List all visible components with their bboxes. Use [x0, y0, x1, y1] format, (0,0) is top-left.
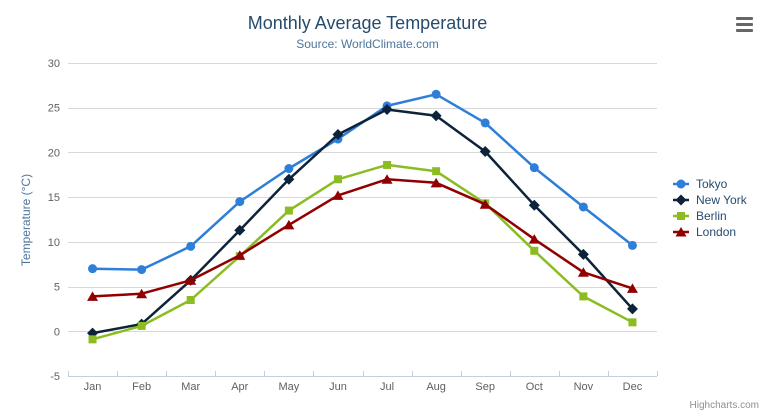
data-point[interactable]	[381, 104, 393, 116]
data-point[interactable]	[88, 264, 98, 274]
data-point[interactable]	[479, 146, 491, 158]
legend-item-london[interactable]: London	[673, 224, 747, 240]
legend-marker	[675, 194, 687, 206]
data-point[interactable]	[480, 118, 490, 128]
legend-item-tokyo[interactable]: Tokyo	[673, 176, 747, 192]
series-line[interactable]	[91, 93, 634, 271]
legend-marker	[677, 212, 685, 220]
y-axis-tick-label: 30	[48, 58, 60, 70]
data-point[interactable]	[577, 267, 589, 277]
legend-item-berlin[interactable]: Berlin	[673, 208, 747, 224]
data-point[interactable]	[626, 303, 638, 315]
hamburger-icon	[736, 28, 753, 32]
y-axis-tick-label: 15	[48, 192, 60, 204]
data-point[interactable]	[136, 288, 148, 299]
data-point[interactable]	[431, 89, 441, 99]
data-point[interactable]	[284, 164, 294, 174]
x-axis-tick-label: May	[278, 381, 299, 393]
data-point[interactable]	[333, 175, 342, 184]
data-point[interactable]	[578, 202, 588, 212]
data-point[interactable]	[186, 295, 195, 304]
series-line[interactable]	[91, 178, 634, 298]
data-point[interactable]	[383, 160, 392, 169]
legend-label: Berlin	[696, 209, 727, 223]
x-axis-tick-label: Jan	[84, 381, 102, 393]
data-point[interactable]	[528, 234, 540, 244]
data-point[interactable]	[186, 241, 196, 251]
x-axis-tick-label: Jul	[380, 381, 394, 393]
y-axis-tick-label: 25	[48, 103, 60, 115]
series-new-york[interactable]	[87, 104, 638, 339]
x-axis-tick-label: Aug	[426, 381, 446, 393]
data-point[interactable]	[185, 275, 197, 285]
y-axis-tick-label: 5	[54, 282, 60, 294]
data-point[interactable]	[579, 292, 588, 301]
y-axis-tick-label: 0	[54, 326, 60, 338]
chart-context-menu-button[interactable]	[734, 14, 756, 34]
series-line[interactable]	[91, 163, 634, 341]
chart-subtitle: Source: WorldClimate.com	[296, 37, 439, 51]
legend-label: London	[696, 225, 737, 239]
y-axis-tick-label: 10	[48, 237, 60, 249]
data-point[interactable]	[283, 173, 295, 185]
data-point[interactable]	[430, 110, 442, 122]
y-axis-title: Temperature (°C)	[19, 173, 33, 267]
legend-label: New York	[696, 193, 747, 207]
legend-label: Tokyo	[696, 177, 728, 191]
hamburger-icon	[736, 22, 753, 26]
x-axis-tick-label: Jun	[329, 381, 347, 393]
data-point[interactable]	[430, 177, 442, 188]
data-point[interactable]	[381, 174, 393, 184]
data-point[interactable]	[627, 240, 637, 250]
legend-item-new-york[interactable]: New York	[673, 192, 747, 208]
legend-marker-diamond	[673, 194, 689, 206]
x-axis-tick-label: Sep	[475, 381, 495, 393]
credits-link[interactable]: Highcharts.com	[689, 400, 759, 411]
x-axis-tick-label: Feb	[132, 381, 151, 393]
data-point[interactable]	[577, 248, 589, 260]
data-point[interactable]	[88, 335, 97, 344]
data-point[interactable]	[432, 167, 441, 176]
x-axis-tick-label: Oct	[526, 381, 543, 393]
legend-marker	[675, 227, 687, 237]
legend-marker-circle	[673, 179, 689, 189]
data-point[interactable]	[332, 190, 344, 200]
data-point[interactable]	[528, 199, 540, 211]
data-point[interactable]	[626, 283, 638, 293]
data-point[interactable]	[87, 291, 99, 301]
chart-title: Monthly Average Temperature	[247, 13, 488, 33]
series-tokyo[interactable]	[88, 89, 637, 275]
y-axis-tick-label: 20	[48, 147, 60, 159]
legend: Tokyo New York Berlin London	[673, 176, 747, 240]
hamburger-icon	[736, 16, 753, 20]
data-point[interactable]	[530, 246, 539, 255]
data-point[interactable]	[235, 197, 245, 207]
data-point[interactable]	[137, 265, 147, 275]
data-point[interactable]	[284, 206, 293, 215]
data-point[interactable]	[332, 129, 344, 141]
legend-marker	[676, 179, 686, 189]
data-point[interactable]	[234, 224, 246, 236]
y-axis-tick-label: -5	[50, 371, 60, 383]
data-point[interactable]	[529, 163, 539, 173]
legend-marker-triangle	[673, 227, 689, 237]
data-point[interactable]	[283, 219, 295, 230]
x-axis-tick-label: Apr	[231, 381, 248, 393]
x-axis-tick-label: Dec	[623, 381, 643, 393]
data-point[interactable]	[628, 318, 637, 327]
legend-marker-square	[673, 212, 689, 220]
data-point[interactable]	[137, 321, 146, 330]
data-point[interactable]	[234, 250, 246, 260]
series-london[interactable]	[87, 174, 638, 301]
x-axis-tick-label: Mar	[181, 381, 200, 393]
series-line[interactable]	[91, 108, 634, 335]
x-axis-tick-label: Nov	[574, 381, 594, 393]
data-point[interactable]	[479, 199, 491, 209]
